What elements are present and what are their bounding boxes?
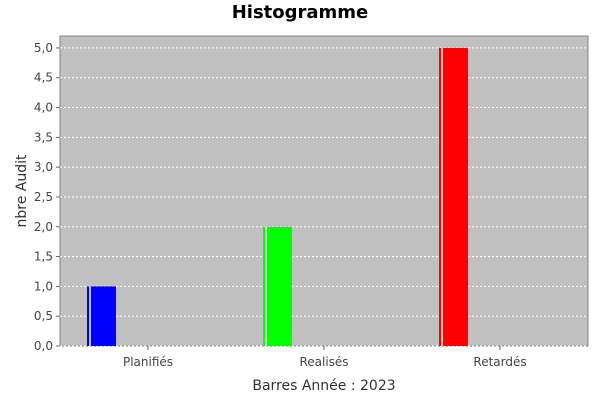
y-tick-label: 2,0 [34, 220, 53, 234]
bar-3 [439, 47, 468, 347]
y-tick-label: 3,0 [34, 160, 53, 174]
bar-highlight [89, 286, 91, 346]
chart-title: Histogramme [231, 2, 369, 23]
y-tick-label: 3,5 [34, 130, 53, 144]
bar-2 [263, 226, 292, 346]
plot-area [59, 35, 589, 347]
x-tick-label: Planifiés [123, 355, 173, 369]
y-tick-label: 1,0 [34, 279, 53, 293]
y-tick-label: 2,5 [34, 190, 53, 204]
y-tick-label: 4,5 [34, 71, 53, 85]
bars [87, 47, 468, 347]
bar-1 [87, 286, 116, 346]
x-tick-label: Retardés [473, 355, 526, 369]
x-axis-ticks: Planifiés Realisés Retardés [123, 346, 527, 369]
y-tick-label: 1,5 [34, 250, 53, 264]
bar-highlight [265, 226, 267, 346]
bar-highlight [441, 47, 443, 347]
y-axis-title: nbre Audit [14, 154, 30, 227]
x-tick-label: Realisés [299, 355, 348, 369]
y-tick-label: 5,0 [34, 41, 53, 55]
x-axis-title: Barres Année : 2023 [252, 378, 395, 394]
y-axis-ticks: 0,0 0,5 1,0 1,5 2,0 2,5 3,0 3,5 4,0 4,5 5,0 [34, 41, 60, 353]
y-tick-label: 4,0 [34, 101, 53, 115]
y-tick-label: 0,0 [34, 339, 53, 353]
y-tick-label: 0,5 [34, 309, 53, 323]
